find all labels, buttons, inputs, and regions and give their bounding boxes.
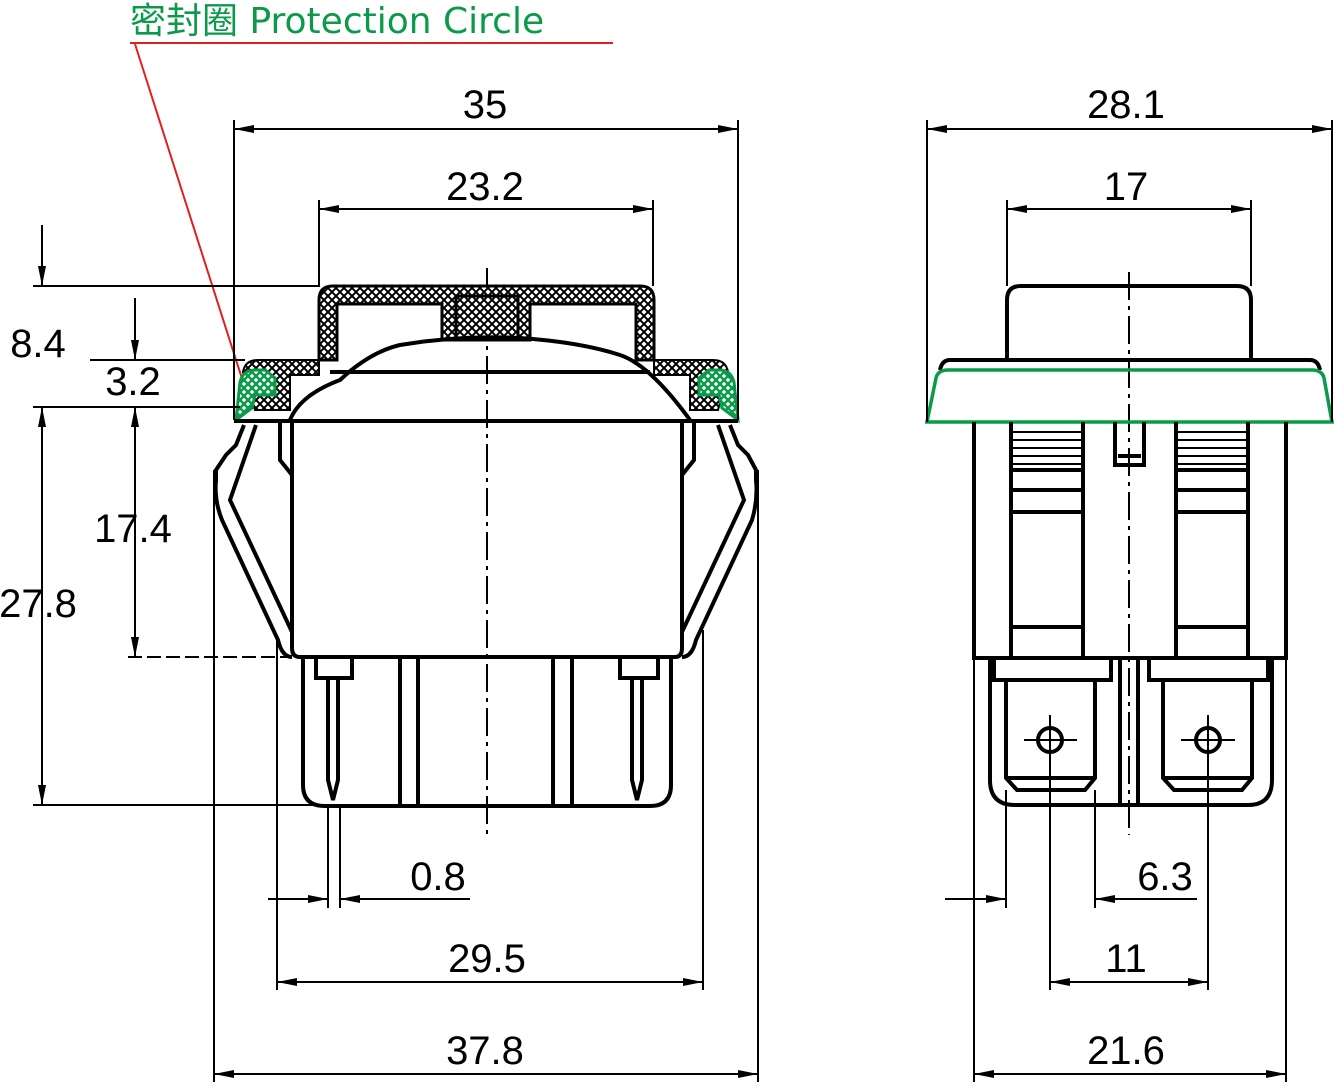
seal-ring [924, 368, 1334, 424]
dim-label-11: 11 [1105, 937, 1147, 981]
terminal-housing [301, 657, 673, 808]
dim-label-6-3: 6.3 [1137, 855, 1193, 899]
seal-ring-right [697, 368, 740, 424]
switch-body [290, 421, 684, 659]
dim-label-37-8: 37.8 [446, 1029, 524, 1073]
coil-block-left [1009, 422, 1085, 658]
cap-center-boss [454, 294, 520, 342]
dim-label-35: 35 [463, 83, 508, 127]
dim-label-8-4: 8.4 [10, 322, 66, 366]
rocker-cap [1005, 284, 1253, 360]
terminal-dividers [992, 658, 1270, 805]
snap-clip-right-inner [680, 424, 747, 633]
side-view: 28.1 17 6.3 11 21.6 [924, 83, 1334, 1082]
title-text: 密封圈 Protection Circle [130, 1, 544, 42]
dim-label-28-1: 28.1 [1087, 83, 1165, 127]
terminal-bases [314, 657, 660, 680]
dim-label-23-2: 23.2 [446, 165, 524, 209]
front-view: 35 23.2 8.4 3.2 27.8 17.4 0.8 29.5 37.8 [0, 83, 759, 1082]
seal-ring-left [234, 368, 277, 424]
dim-label-21-6: 21.6 [1087, 1029, 1165, 1073]
bezel-top [938, 358, 1322, 371]
body-ribs [278, 421, 696, 477]
dim-label-17: 17 [1104, 165, 1149, 209]
dim-label-0-8: 0.8 [410, 855, 466, 899]
terminal-pins [326, 678, 644, 801]
leader-line [134, 43, 246, 389]
snap-clip-right [681, 424, 759, 659]
protection-circle-label: 密封圈 Protection Circle [130, 1, 613, 389]
hole-crosshairs [1024, 715, 1235, 990]
dim-label-17-4: 17.4 [94, 507, 172, 551]
dim-label-29-5: 29.5 [448, 937, 526, 981]
center-slot [1113, 422, 1146, 467]
dim-label-3-2: 3.2 [105, 360, 161, 404]
coil-block-right [1174, 422, 1250, 658]
actuator-dome [288, 335, 692, 422]
dim-label-27-8: 27.8 [0, 582, 77, 626]
housing-ribs [398, 657, 574, 806]
terminal-housing [988, 658, 1274, 807]
snap-clip-left [213, 424, 293, 659]
switch-body [972, 422, 1288, 660]
snap-clip-left-inner [227, 424, 294, 633]
